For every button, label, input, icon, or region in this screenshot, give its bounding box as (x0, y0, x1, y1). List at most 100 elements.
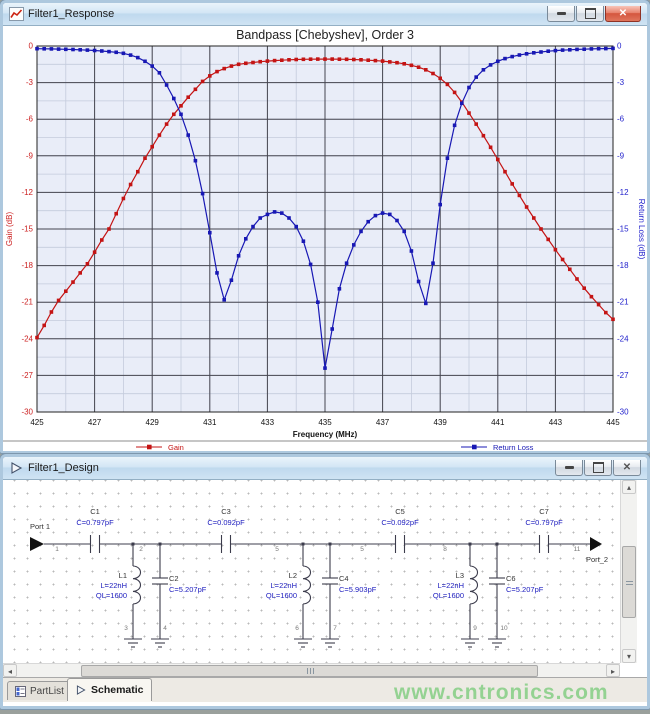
svg-text:431: 431 (203, 418, 217, 427)
scroll-up-icon: ▴ (626, 483, 631, 492)
svg-text:L3: L3 (456, 571, 464, 580)
scroll-right-icon: ▸ (610, 667, 615, 676)
svg-text:10: 10 (500, 625, 508, 632)
svg-text:-12: -12 (21, 188, 33, 197)
svg-text:L=22nH: L=22nH (438, 581, 464, 590)
scroll-left-icon: ◂ (7, 667, 12, 676)
svg-text:-24: -24 (617, 334, 629, 343)
svg-text:L=22nH: L=22nH (271, 581, 297, 590)
response-titlebar[interactable]: Filter1_Response ✕ (3, 3, 647, 26)
vertical-scrollbar-thumb[interactable] (622, 546, 636, 618)
minimize-button[interactable] (555, 460, 583, 476)
svg-text:0: 0 (29, 42, 34, 51)
svg-text:437: 437 (376, 418, 390, 427)
scroll-up-button[interactable]: ▴ (622, 480, 636, 494)
tab-partlist-label: PartList (30, 685, 64, 697)
maximize-button[interactable] (576, 6, 604, 22)
svg-text:C7: C7 (539, 507, 549, 516)
minimize-button[interactable] (547, 6, 575, 22)
chart-app-icon (9, 7, 24, 21)
svg-text:C=5.207pF: C=5.207pF (506, 585, 544, 594)
svg-text:C=0.092pF: C=0.092pF (207, 518, 245, 527)
watermark: www.cntronics.com (394, 681, 609, 704)
maximize-button[interactable] (584, 460, 612, 476)
svg-text:-9: -9 (617, 151, 625, 160)
svg-text:QL=1600: QL=1600 (96, 591, 127, 600)
svg-text:Frequency (MHz): Frequency (MHz) (293, 430, 358, 439)
horizontal-scrollbar-thumb[interactable] (81, 665, 538, 677)
svg-text:3: 3 (124, 625, 128, 632)
svg-text:-21: -21 (617, 298, 629, 307)
svg-text:8: 8 (443, 546, 447, 553)
maximize-icon (584, 8, 596, 19)
svg-text:C3: C3 (221, 507, 231, 516)
scroll-right-button[interactable]: ▸ (606, 664, 620, 677)
svg-text:4: 4 (163, 625, 167, 632)
vertical-scrollbar[interactable]: ▴ ▾ (620, 480, 637, 663)
svg-text:11: 11 (574, 546, 581, 553)
svg-text:L1: L1 (119, 571, 127, 580)
bottom-tab-bar: PartList Schematic (3, 677, 647, 702)
svg-text:-15: -15 (21, 225, 33, 234)
svg-text:6: 6 (295, 625, 299, 632)
svg-text:C=0.092pF: C=0.092pF (381, 518, 419, 527)
schematic-canvas[interactable]: C1 C=0.797pF C3 C=0.092pF C5 C=0.092pF C7 C=0.7… (3, 480, 620, 663)
svg-text:435: 435 (318, 418, 332, 427)
svg-text:C2: C2 (169, 574, 179, 583)
svg-text:-18: -18 (21, 261, 33, 270)
minimize-icon (564, 466, 574, 469)
svg-text:-3: -3 (26, 78, 34, 87)
svg-text:7: 7 (333, 625, 337, 632)
close-button[interactable]: ✕ (605, 6, 641, 22)
minimize-icon (556, 12, 566, 15)
thumb-grip-icon (626, 579, 633, 585)
svg-text:C1: C1 (90, 507, 100, 516)
scroll-left-button[interactable]: ◂ (3, 664, 17, 677)
svg-text:433: 433 (261, 418, 275, 427)
svg-text:425: 425 (30, 418, 44, 427)
svg-text:9: 9 (473, 625, 477, 632)
response-window-title: Filter1_Response (28, 8, 115, 20)
svg-text:-21: -21 (21, 298, 33, 307)
schematic-tab-icon (76, 685, 86, 695)
svg-text:QL=1600: QL=1600 (266, 591, 297, 600)
svg-text:-12: -12 (617, 188, 629, 197)
svg-text:L=22nH: L=22nH (101, 581, 127, 590)
schematic-app-icon (9, 461, 24, 475)
svg-text:1: 1 (55, 546, 59, 553)
svg-text:445: 445 (606, 418, 620, 427)
design-titlebar[interactable]: Filter1_Design ✕ (3, 457, 647, 480)
close-button[interactable]: ✕ (613, 460, 641, 476)
svg-text:-18: -18 (617, 261, 629, 270)
response-chart-area: 0 0 -3 -3 -6 -6 -9 -9 -12 -12 -15 -15 -18 -18 -21 -21 -2… (3, 26, 647, 451)
svg-text:2: 2 (139, 546, 143, 553)
svg-text:Return Loss (dB): Return Loss (dB) (637, 199, 646, 260)
design-window-title: Filter1_Design (28, 462, 99, 474)
svg-text:443: 443 (549, 418, 563, 427)
partlist-icon (15, 685, 26, 697)
svg-text:QL=1600: QL=1600 (433, 591, 464, 600)
svg-text:-24: -24 (21, 334, 33, 343)
maximize-icon (592, 462, 604, 473)
tab-partlist[interactable]: PartList (7, 681, 72, 700)
svg-text:-6: -6 (26, 115, 34, 124)
svg-text:C=5.903pF: C=5.903pF (339, 585, 377, 594)
svg-text:C=0.797pF: C=0.797pF (525, 518, 563, 527)
svg-text:C=5.207pF: C=5.207pF (169, 585, 207, 594)
svg-text:-27: -27 (21, 371, 33, 380)
svg-text:Gain: Gain (168, 443, 184, 451)
scroll-down-button[interactable]: ▾ (622, 649, 636, 663)
svg-text:L2: L2 (289, 571, 297, 580)
svg-text:C4: C4 (339, 574, 349, 583)
response-window: Filter1_Response ✕ 0 0 -3 -3 -6 -6 -9 -9 -12 -12 -… (0, 0, 650, 453)
tab-schematic[interactable]: Schematic (67, 678, 152, 701)
scroll-down-icon: ▾ (626, 652, 631, 661)
svg-text:-3: -3 (617, 78, 625, 87)
svg-text:C=0.797pF: C=0.797pF (76, 518, 114, 527)
svg-text:5: 5 (275, 546, 279, 553)
svg-text:Return Loss: Return Loss (493, 443, 534, 451)
horizontal-scrollbar[interactable]: ◂ ▸ (3, 663, 620, 678)
svg-text:C5: C5 (395, 507, 405, 516)
filter-schematic: C1 C=0.797pF C3 C=0.092pF C5 C=0.092pF C7 C=0.7… (30, 507, 608, 648)
close-icon: ✕ (618, 7, 628, 19)
